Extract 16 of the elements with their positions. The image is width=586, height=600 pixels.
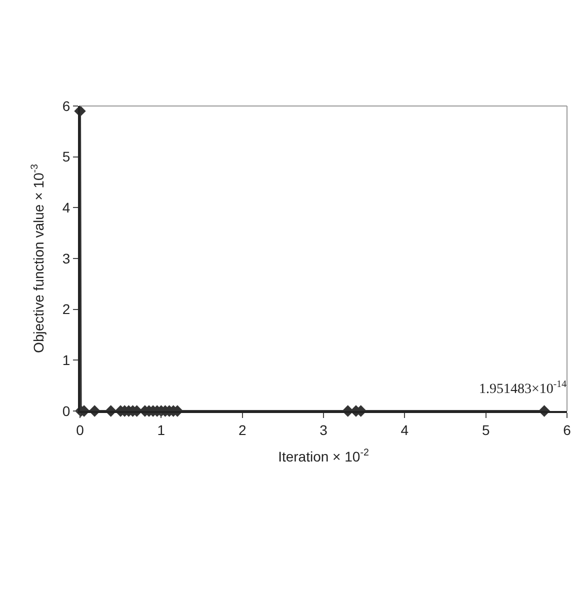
x-tick-label: 2	[238, 422, 246, 438]
y-tick-label: 3	[62, 250, 70, 266]
x-tick-label: 5	[482, 422, 490, 438]
x-tick-label: 0	[76, 422, 84, 438]
y-tick-label: 4	[62, 200, 70, 216]
y-tick-label: 0	[62, 402, 70, 419]
annotation: 1.951483×10$^{-14}$	[479, 379, 567, 397]
x-axis-title: Iteration × 10$^{-2}$	[278, 448, 369, 465]
y-tick-label: 2	[62, 301, 70, 318]
x-tick-label: 4	[400, 422, 409, 438]
y-tick-label: 5	[62, 148, 70, 165]
y-tick-label: 6	[62, 98, 70, 114]
x-tick-label: 1	[157, 422, 166, 438]
x-tick-label: 3	[320, 422, 328, 438]
y-tick-label: 1	[62, 352, 70, 368]
x-tick-label: 6	[563, 422, 572, 438]
